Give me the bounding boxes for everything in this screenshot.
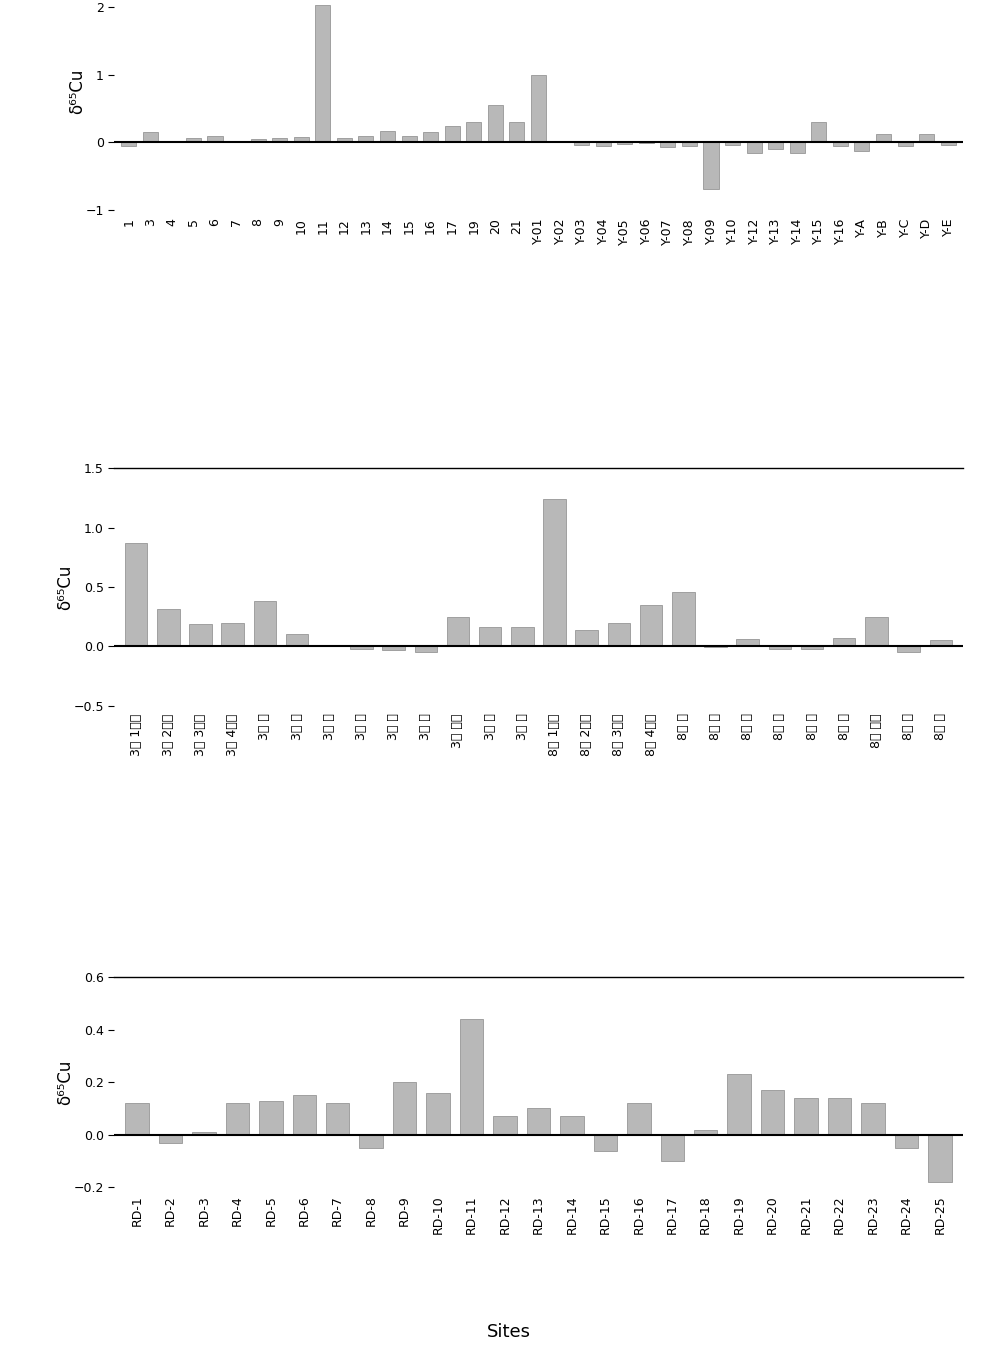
Bar [393,1083,416,1134]
Bar [124,543,147,646]
Bar [833,638,856,646]
Bar [254,601,277,646]
Y-axis label: δ⁶⁵Cu: δ⁶⁵Cu [56,565,74,609]
Bar [350,646,372,649]
Bar [186,138,201,142]
Bar [682,142,697,145]
Bar [727,1075,751,1134]
Bar [640,605,662,646]
Bar [736,639,759,646]
Bar [415,646,437,653]
Bar [897,142,913,145]
Bar [510,122,525,142]
Bar [292,1095,316,1134]
Bar [560,1117,584,1134]
Bar [928,1134,951,1182]
Bar [493,1117,517,1134]
Bar [789,142,805,152]
Bar [445,126,459,142]
Bar [527,1109,550,1134]
Bar [479,627,502,646]
Bar [401,136,417,142]
Bar [811,122,826,142]
Bar [761,1090,784,1134]
Bar [447,616,469,646]
Bar [359,136,373,142]
Bar [876,133,891,142]
Bar [427,1092,450,1134]
Bar [941,142,955,145]
Bar [459,1019,483,1134]
Bar [543,499,566,646]
Bar [159,1134,182,1143]
Bar [608,623,630,646]
Bar [286,635,308,646]
Bar [862,1103,884,1134]
Bar [833,142,848,145]
Bar [769,646,791,649]
Bar [360,1134,383,1148]
Bar [337,138,352,142]
Bar [190,624,211,646]
Bar [293,137,309,142]
Bar [423,132,439,142]
Bar [531,75,546,142]
Bar [315,4,330,142]
Bar [661,1134,684,1162]
Bar [800,646,823,649]
Bar [207,136,222,142]
Bar [596,142,611,145]
Bar [919,134,935,142]
Bar [794,1098,818,1134]
Y-axis label: δ⁶⁵Cu: δ⁶⁵Cu [68,69,86,114]
Bar [895,1134,918,1148]
Bar [930,641,952,646]
Bar [897,646,920,653]
Bar [672,592,695,646]
Bar [618,142,632,144]
Bar [855,142,869,151]
Bar [193,1132,215,1134]
Bar [574,142,589,145]
Bar [747,142,762,152]
Bar [125,1103,149,1134]
Bar [225,1103,249,1134]
Bar [272,138,288,142]
Bar [221,623,244,646]
Bar [660,142,676,147]
Bar [382,646,405,650]
Text: Sites: Sites [487,1323,531,1341]
Bar [694,1129,717,1134]
Bar [725,142,740,145]
Bar [259,1101,283,1134]
Y-axis label: δ⁶⁵Cu: δ⁶⁵Cu [56,1060,74,1105]
Bar [326,1103,350,1134]
Bar [594,1134,618,1151]
Bar [627,1103,650,1134]
Bar [488,104,503,142]
Bar [575,630,598,646]
Bar [768,142,783,149]
Bar [380,130,395,142]
Bar [157,609,180,646]
Bar [703,142,718,189]
Bar [251,138,266,142]
Bar [828,1098,852,1134]
Bar [511,627,534,646]
Bar [142,132,158,142]
Bar [122,142,136,145]
Bar [466,122,481,142]
Bar [865,616,887,646]
